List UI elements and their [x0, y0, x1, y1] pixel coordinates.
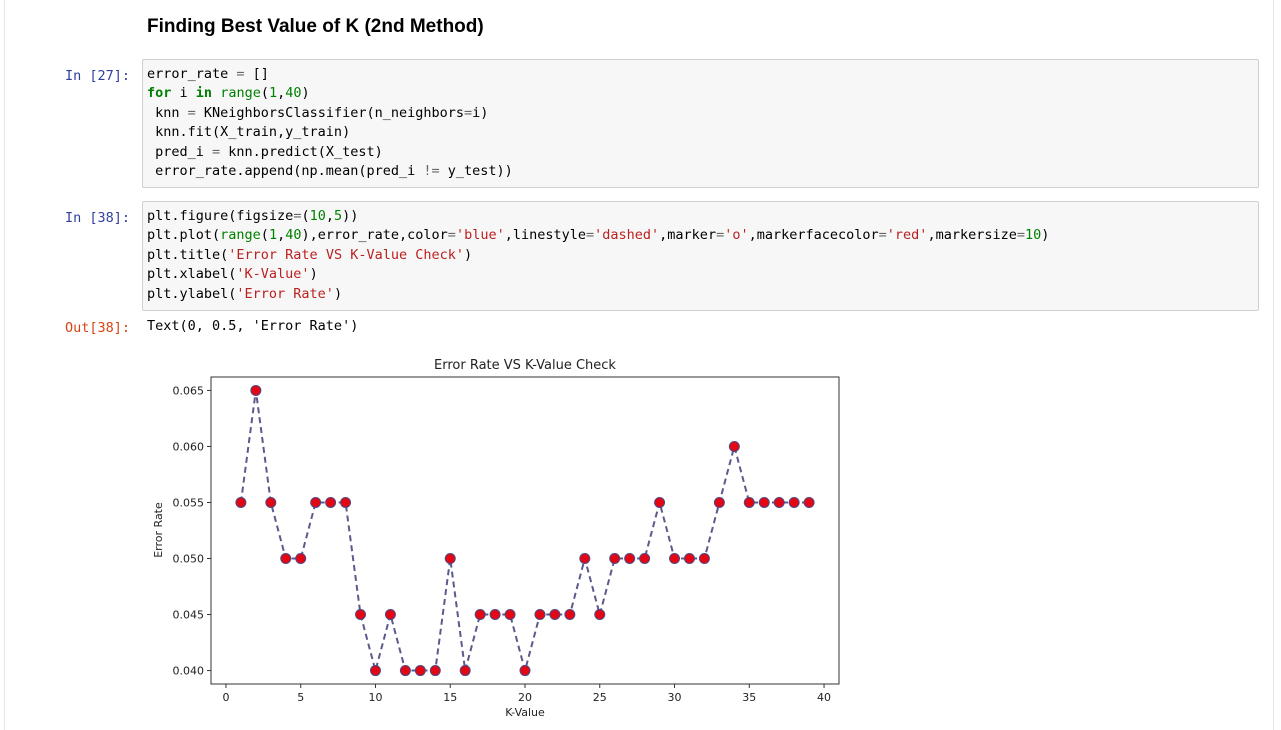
data-point — [459, 665, 471, 677]
markdown-heading: Finding Best Value of K (2nd Method) — [147, 16, 484, 37]
data-point — [265, 496, 277, 508]
data-point — [564, 609, 576, 621]
data-point — [743, 496, 755, 508]
chart-title: Error Rate VS K-Value Check — [434, 358, 616, 373]
code-line: knn.fit(X_train,y_train) — [147, 124, 351, 141]
code-line: plt.title('Error Rate VS K-Value Check') — [147, 246, 473, 263]
data-point — [639, 553, 651, 565]
y-tick-label: 0.045 — [173, 609, 205, 622]
data-point — [310, 496, 322, 508]
code-line: plt.plot(range(1,40),error_rate,color='b… — [147, 227, 1050, 244]
data-point — [773, 496, 785, 508]
data-point — [534, 609, 546, 621]
y-tick-label: 0.040 — [173, 665, 205, 678]
data-point — [280, 553, 292, 565]
x-tick-label: 35 — [742, 691, 756, 704]
series-markers — [235, 384, 815, 677]
y-tick-label: 0.065 — [173, 384, 205, 397]
code-editor-38[interactable]: plt.figure(figsize=(10,5)) plt.plot(rang… — [143, 202, 1258, 309]
data-point — [235, 496, 247, 508]
data-point — [355, 609, 367, 621]
code-line: plt.xlabel('K-Value') — [147, 266, 318, 283]
data-point — [399, 665, 411, 677]
data-point — [369, 665, 381, 677]
data-point — [609, 553, 621, 565]
data-point — [728, 440, 740, 452]
x-tick-label: 40 — [817, 691, 831, 704]
data-point — [669, 553, 681, 565]
data-point — [429, 665, 441, 677]
code-cell-38[interactable]: plt.figure(figsize=(10,5)) plt.plot(rang… — [142, 201, 1259, 311]
x-tick-label: 15 — [443, 691, 457, 704]
data-point — [295, 553, 307, 565]
data-point — [788, 496, 800, 508]
code-line: pred_i = knn.predict(X_test) — [147, 143, 383, 160]
series-line — [239, 390, 810, 675]
data-point — [504, 609, 516, 621]
input-prompt-27: In [27]: — [65, 68, 131, 84]
data-point — [654, 496, 666, 508]
code-line: plt.figure(figsize=(10,5)) — [147, 208, 359, 224]
code-line: knn = KNeighborsClassifier(n_neighbors=i… — [147, 104, 489, 121]
x-tick-label: 25 — [593, 691, 607, 704]
x-tick-label: 10 — [368, 691, 382, 704]
y-axis-label: Error Rate — [152, 502, 165, 558]
axis-ticks: 0 5 10 15 20 25 30 35 40 0.040 0.045 0.050 0.055 0.06… — [173, 384, 832, 704]
code-cell-27[interactable]: error_rate = [] for i in range(1,40) knn… — [142, 59, 1259, 188]
data-point — [624, 553, 636, 565]
plot-frame — [210, 376, 840, 685]
data-point — [579, 553, 591, 565]
output-prompt-38: Out[38]: — [65, 320, 131, 336]
notebook-container — [4, 0, 1274, 730]
data-point — [594, 609, 606, 621]
error-rate-chart: Error Rate VS K-Value Check 0 5 10 15 20 25 30… — [152, 358, 840, 719]
x-tick-label: 5 — [297, 691, 304, 704]
data-point — [444, 553, 456, 565]
code-line: error_rate.append(np.mean(pred_i != y_te… — [147, 163, 513, 180]
data-point — [414, 665, 426, 677]
data-point — [519, 665, 531, 677]
data-point — [698, 553, 710, 565]
y-tick-label: 0.055 — [173, 496, 205, 509]
data-point — [474, 609, 486, 621]
data-point — [325, 496, 337, 508]
x-tick-label: 20 — [518, 691, 532, 704]
data-point — [384, 609, 396, 621]
code-line: for i in range(1,40) — [147, 85, 310, 102]
y-tick-label: 0.050 — [173, 553, 205, 566]
data-point — [549, 609, 561, 621]
code-line: error_rate = [] — [147, 66, 269, 82]
input-prompt-38: In [38]: — [65, 210, 131, 226]
code-editor-27[interactable]: error_rate = [] for i in range(1,40) knn… — [143, 60, 1258, 186]
output-text: Text(0, 0.5, 'Error Rate') — [147, 318, 359, 334]
data-point — [340, 496, 352, 508]
x-tick-label: 30 — [668, 691, 682, 704]
data-point — [683, 553, 695, 565]
data-point — [803, 496, 815, 508]
y-tick-label: 0.060 — [173, 440, 205, 453]
data-point — [250, 384, 262, 396]
data-point — [713, 496, 725, 508]
data-point — [489, 609, 501, 621]
code-line: plt.ylabel('Error Rate') — [147, 285, 343, 302]
data-point — [758, 496, 770, 508]
x-axis-label: K-Value — [505, 706, 545, 719]
x-tick-label: 0 — [222, 691, 229, 704]
